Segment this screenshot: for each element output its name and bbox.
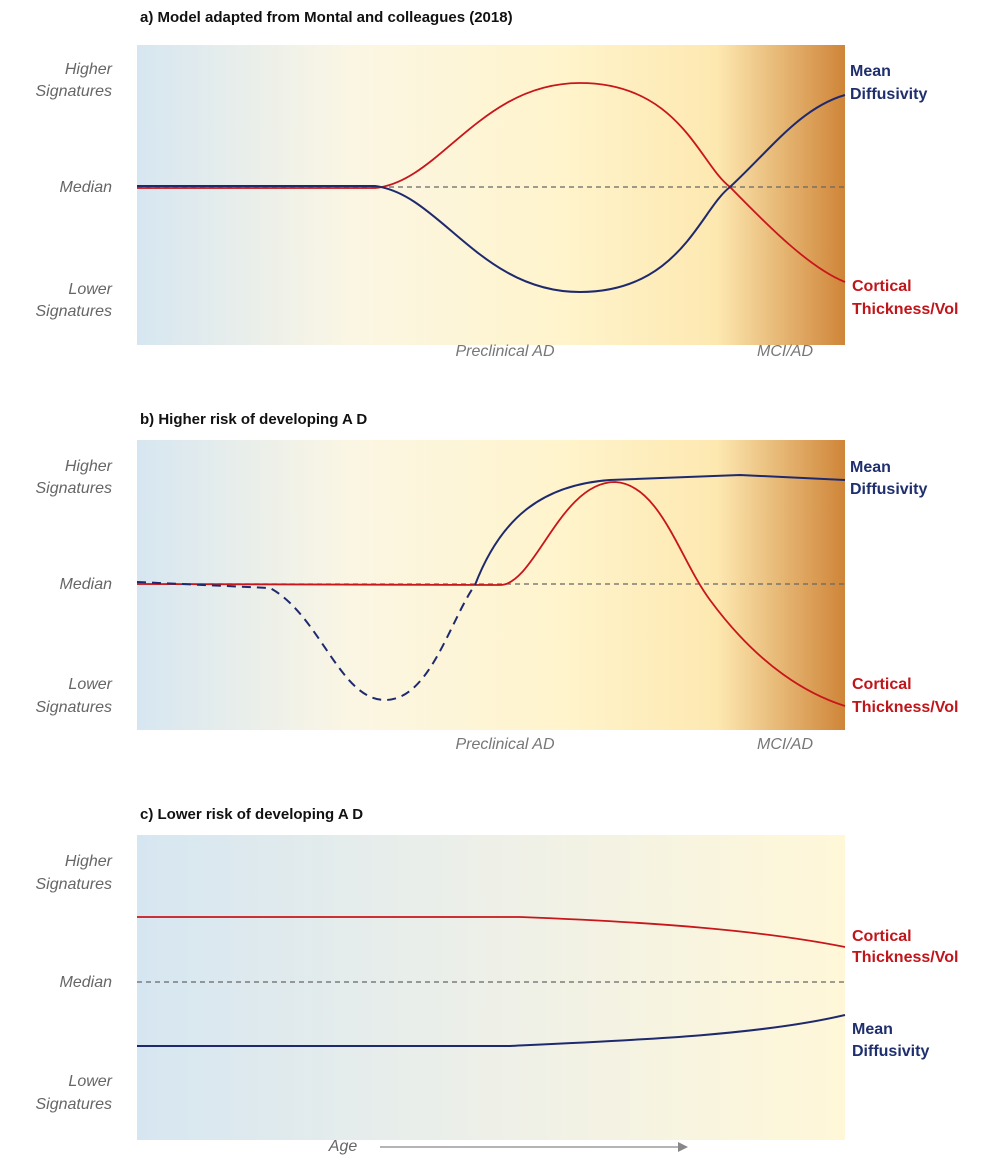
panel-title: c) Lower risk of developing A D [140, 806, 363, 823]
series-label: Diffusivity [852, 1043, 929, 1060]
phase-label: Preclinical AD [456, 343, 555, 360]
series-label: Mean [852, 1021, 893, 1038]
cortical-curve [137, 82, 846, 283]
panel-b: b) Higher risk of developing A D Higher … [36, 411, 959, 753]
cortical-curve [136, 481, 846, 707]
phase-label: MCI/AD [757, 343, 813, 360]
panel-title: a) Model adapted from Montal and colleag… [140, 9, 513, 26]
y-label: Lower [68, 676, 112, 693]
panel-title: b) Higher risk of developing A D [140, 411, 367, 428]
y-label: Signatures [36, 876, 113, 893]
y-label: Higher [65, 853, 113, 870]
panel-c: c) Lower risk of developing A D Higher S… [36, 806, 958, 1140]
y-label: Signatures [36, 699, 113, 716]
age-arrow-head [678, 1142, 688, 1152]
plot-background [137, 45, 845, 345]
y-label: Median [60, 576, 113, 593]
diffusivity-curve [474, 473, 846, 586]
y-label: Signatures [36, 480, 113, 497]
y-label: Median [60, 179, 113, 196]
y-label: Higher [65, 458, 113, 475]
x-axis-label: Age [328, 1138, 358, 1155]
series-label: Mean [850, 459, 891, 476]
y-label: Signatures [36, 1096, 113, 1113]
series-label: Thickness/Vol [852, 301, 958, 318]
plot-background [137, 835, 845, 1140]
series-label: Cortical [852, 676, 912, 693]
y-label: Signatures [36, 83, 113, 100]
series-label: Diffusivity [850, 86, 927, 103]
diffusivity-curve [137, 1014, 846, 1047]
series-label: Thickness/Vol [852, 699, 958, 716]
series-label: Mean [850, 63, 891, 80]
y-label: Lower [68, 281, 112, 298]
phase-label: Preclinical AD [456, 736, 555, 753]
series-label: Cortical [852, 278, 912, 295]
y-label: Lower [68, 1073, 112, 1090]
phase-label: MCI/AD [757, 736, 813, 753]
diffusivity-curve [137, 94, 846, 294]
series-label: Cortical [852, 928, 912, 945]
y-label: Median [60, 974, 113, 991]
series-label: Thickness/Vol [852, 949, 958, 966]
cortical-curve [137, 916, 846, 948]
series-label: Diffusivity [850, 481, 927, 498]
y-label: Signatures [36, 303, 113, 320]
panel-a: a) Model adapted from Montal and colleag… [36, 9, 959, 360]
y-label: Higher [65, 61, 113, 78]
